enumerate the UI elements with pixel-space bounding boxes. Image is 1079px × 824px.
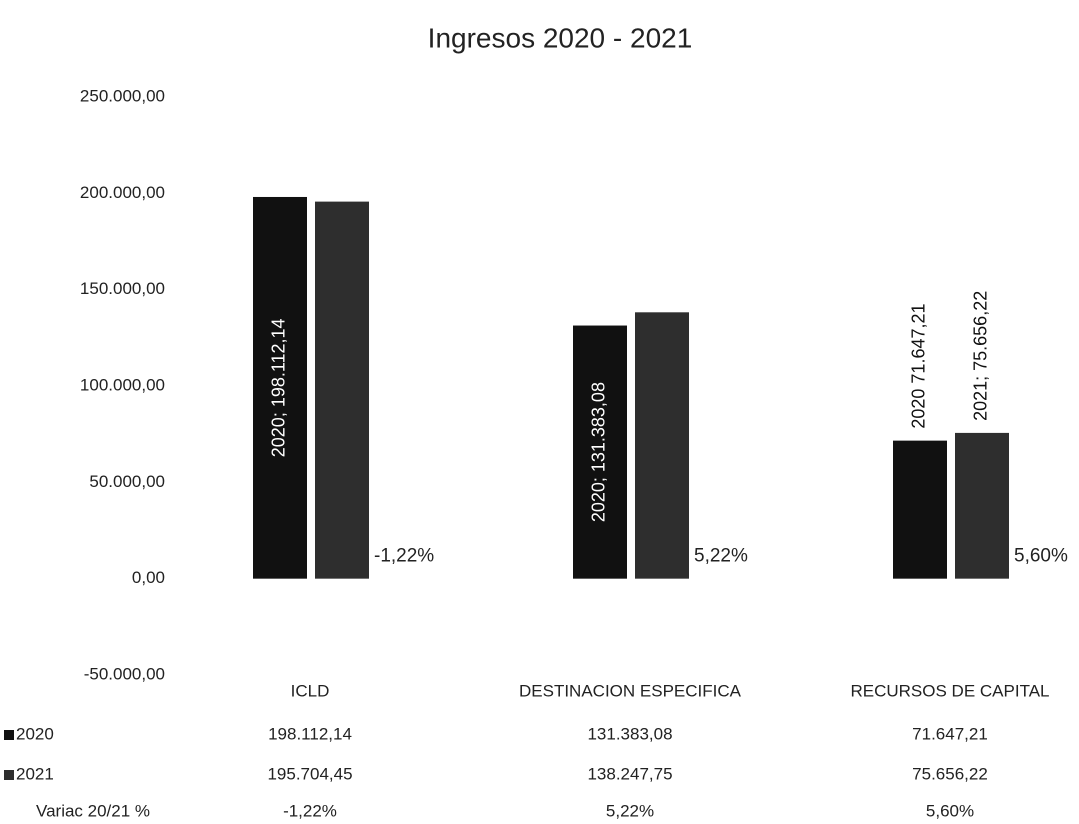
table-cell: 75.656,22 bbox=[912, 764, 988, 783]
legend-label: 2020 bbox=[16, 724, 54, 743]
legend-label: Variac 20/21 % bbox=[36, 801, 150, 820]
table-cell: 195.704,45 bbox=[267, 764, 352, 783]
table-cell: -1,22% bbox=[283, 801, 337, 820]
table-cell: 71.647,21 bbox=[912, 724, 988, 743]
data-label: 2020 71.647,21 bbox=[909, 304, 929, 429]
data-label: 5,22% bbox=[694, 546, 748, 567]
data-label: 5,60% bbox=[1014, 546, 1068, 567]
y-tick-label: 200.000,00 bbox=[80, 183, 165, 202]
data-label: 2020; 131.383,08 bbox=[589, 382, 609, 522]
x-tick-label: RECURSOS DE CAPITAL bbox=[850, 681, 1049, 700]
bar bbox=[573, 325, 627, 579]
y-tick-label: 150.000,00 bbox=[80, 279, 165, 298]
y-tick-label: 100.000,00 bbox=[80, 375, 165, 394]
bar bbox=[955, 432, 1009, 579]
legend-swatch bbox=[4, 770, 14, 780]
legend-label: 2021 bbox=[16, 764, 54, 783]
bar bbox=[635, 312, 689, 579]
data-label: -1,22% bbox=[374, 546, 434, 567]
table-cell: 5,22% bbox=[606, 801, 654, 820]
data-label: 2021; 75.656,22 bbox=[971, 291, 991, 421]
legend-swatch bbox=[4, 730, 14, 740]
table-cell: 138.247,75 bbox=[587, 764, 672, 783]
variation-point bbox=[691, 578, 693, 580]
y-tick-label: 250.000,00 bbox=[80, 86, 165, 105]
y-tick-label: 50.000,00 bbox=[89, 472, 165, 491]
y-tick-label: -50.000,00 bbox=[84, 664, 165, 683]
bar bbox=[315, 201, 369, 579]
y-tick-label: 0,00 bbox=[132, 568, 165, 587]
table-cell: 198.112,14 bbox=[268, 724, 352, 743]
chart-title: Ingresos 2020 - 2021 bbox=[428, 22, 693, 53]
x-tick-label: DESTINACION ESPECIFICA bbox=[519, 681, 742, 700]
bar bbox=[893, 440, 947, 579]
variation-point bbox=[1011, 578, 1013, 580]
variation-point bbox=[371, 578, 373, 580]
x-tick-label: ICLD bbox=[291, 681, 330, 700]
table-cell: 131.383,08 bbox=[587, 724, 672, 743]
table-cell: 5,60% bbox=[926, 801, 974, 820]
bar bbox=[253, 196, 307, 579]
data-label: 2020; 198.112,14 bbox=[269, 318, 289, 457]
